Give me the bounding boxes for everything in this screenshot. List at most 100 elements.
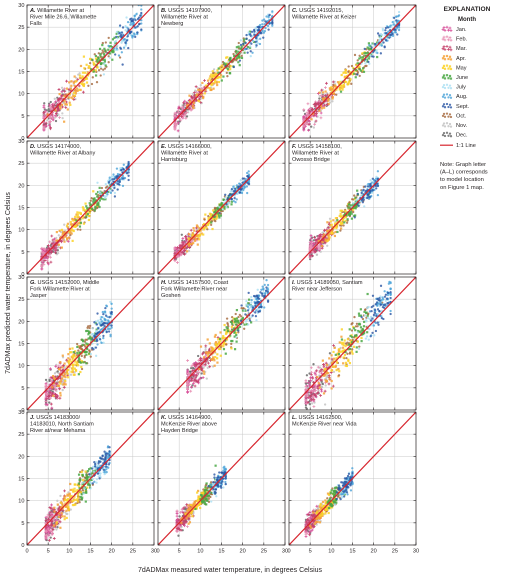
data-point [104, 314, 108, 317]
data-point [212, 75, 215, 78]
data-point [393, 16, 396, 20]
data-point [326, 221, 329, 224]
data-point [255, 309, 258, 312]
data-point [206, 338, 209, 341]
data-point [91, 342, 94, 345]
data-point [70, 360, 73, 364]
data-point [304, 382, 308, 385]
data-point [187, 107, 191, 111]
data-point [70, 80, 73, 83]
data-point [89, 199, 92, 202]
data-point [304, 398, 308, 402]
data-point [69, 220, 72, 224]
data-point [98, 47, 102, 51]
data-point [90, 338, 93, 341]
data-point [66, 222, 70, 225]
data-point [87, 84, 90, 87]
data-point [225, 331, 228, 334]
data-point [312, 112, 315, 115]
data-point [346, 83, 349, 86]
data-point [313, 383, 317, 387]
data-point [222, 342, 226, 345]
data-point [237, 327, 240, 330]
data-point [247, 170, 250, 173]
data-point [42, 262, 46, 266]
data-point [81, 71, 85, 74]
data-point [391, 32, 394, 36]
data-point [353, 216, 356, 219]
data-point [100, 62, 103, 65]
data-point [309, 376, 313, 380]
data-point [260, 288, 263, 291]
data-point [204, 88, 207, 92]
data-point [134, 26, 137, 29]
data-point [96, 343, 99, 346]
data-point [64, 379, 67, 383]
data-point [89, 335, 92, 338]
data-point [233, 327, 236, 330]
data-point [325, 81, 328, 85]
data-point [320, 88, 324, 92]
data-point [222, 345, 225, 348]
data-point [371, 189, 374, 192]
data-point [310, 254, 314, 258]
data-point [226, 327, 229, 330]
data-point [66, 226, 70, 229]
panel-h: H. USGS 14157500, Coast Fork Willamette R… [157, 276, 286, 411]
data-point [218, 211, 221, 215]
data-point [240, 54, 243, 57]
data-point [388, 36, 391, 39]
data-point [232, 190, 236, 193]
data-point [302, 108, 306, 112]
data-point [326, 233, 330, 236]
data-point [344, 209, 347, 213]
data-point [121, 63, 124, 66]
data-point [232, 185, 235, 188]
data-point [238, 182, 241, 185]
data-point [53, 97, 56, 100]
one-to-one-line [27, 277, 154, 410]
data-point [63, 120, 66, 123]
data-point [63, 231, 66, 234]
data-point [49, 255, 53, 259]
data-point [220, 68, 223, 71]
data-point [359, 69, 363, 72]
data-point [60, 94, 63, 98]
data-point [107, 319, 110, 322]
data-point [253, 40, 256, 44]
data-point [121, 184, 125, 187]
data-point [256, 42, 260, 45]
one-to-one-line [158, 5, 285, 138]
data-point [225, 317, 229, 320]
y-tick-label: 10 [18, 228, 24, 234]
data-point [83, 71, 87, 74]
data-point [180, 115, 183, 118]
data-point [42, 111, 46, 114]
data-point [225, 326, 228, 329]
data-point [212, 357, 215, 361]
data-point [242, 38, 246, 41]
data-point [102, 198, 105, 201]
data-point [55, 381, 59, 385]
data-point [356, 66, 359, 69]
data-point [109, 45, 112, 48]
data-point [203, 79, 206, 82]
data-point [355, 205, 358, 208]
data-point [218, 216, 221, 219]
y-tick-label: 20 [18, 47, 24, 53]
data-point [253, 33, 256, 36]
data-point [230, 347, 233, 350]
data-point [48, 121, 52, 125]
data-point [222, 66, 225, 69]
one-to-one-line [27, 5, 154, 138]
data-point [311, 390, 315, 394]
data-point [47, 246, 51, 250]
data-point [218, 206, 221, 209]
data-point [191, 231, 194, 235]
data-point [44, 392, 48, 396]
data-point [49, 394, 53, 398]
data-point [82, 214, 85, 218]
data-point [317, 99, 321, 103]
data-point [368, 62, 371, 65]
data-point [229, 190, 232, 193]
